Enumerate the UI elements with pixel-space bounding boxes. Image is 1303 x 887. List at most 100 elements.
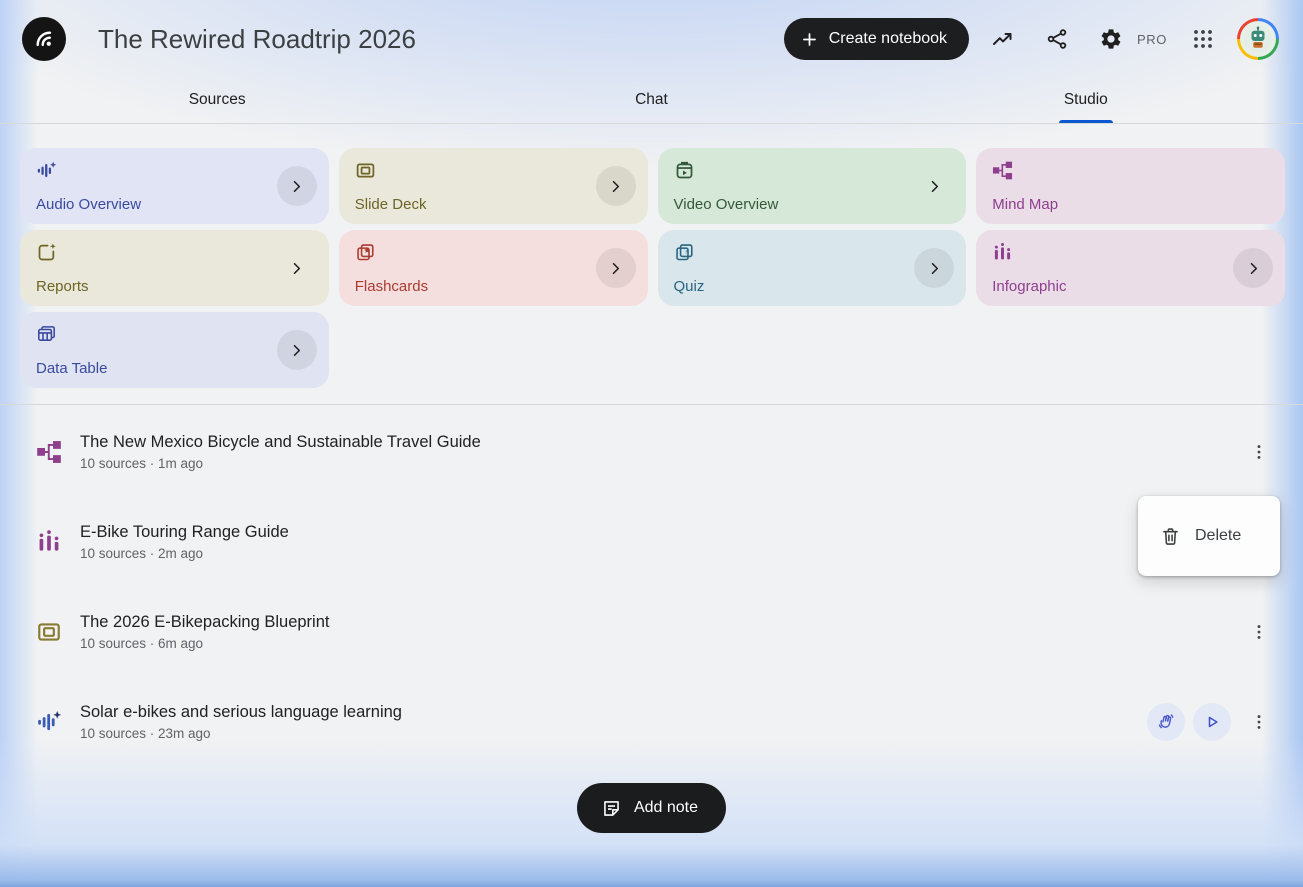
card-quiz[interactable]: ? Quiz bbox=[657, 230, 967, 306]
dots-vertical-icon bbox=[1257, 445, 1261, 459]
slide-deck-icon bbox=[355, 160, 632, 181]
item-title: The New Mexico Bicycle and Sustainable T… bbox=[80, 433, 481, 451]
logo-wave-icon bbox=[36, 31, 52, 47]
settings-button[interactable] bbox=[1091, 19, 1131, 59]
tab-sources[interactable]: Sources bbox=[0, 76, 434, 123]
more-options-button[interactable] bbox=[1239, 702, 1279, 742]
add-note-label: Add note bbox=[633, 799, 699, 816]
data-table-icon bbox=[36, 324, 313, 345]
share-button[interactable] bbox=[1037, 19, 1077, 59]
chevron-right-icon[interactable] bbox=[595, 166, 636, 206]
tab-sources-label: Sources bbox=[188, 90, 246, 108]
card-label: Infographic bbox=[992, 278, 1067, 295]
card-label: Flashcards bbox=[354, 278, 429, 295]
analytics-button[interactable] bbox=[983, 19, 1023, 59]
card-label: Reports bbox=[36, 278, 89, 295]
pro-badge: PRO bbox=[1137, 31, 1167, 47]
list-item[interactable]: The 2026 E-Bikepacking Blueprint 10 sour… bbox=[0, 587, 1303, 677]
audio-waveform-sparkle-icon bbox=[36, 709, 62, 735]
tab-studio-label: Studio bbox=[1063, 90, 1108, 108]
add-note-container: Add note bbox=[0, 783, 1303, 833]
add-note-button[interactable]: Add note bbox=[576, 783, 727, 833]
create-notebook-label: Create notebook bbox=[828, 30, 948, 47]
audio-waveform-sparkle-icon bbox=[36, 160, 313, 181]
chevron-right-icon[interactable] bbox=[914, 166, 954, 206]
account-avatar[interactable] bbox=[1237, 18, 1279, 60]
apps-grid-icon bbox=[1194, 30, 1212, 48]
robot-avatar-icon bbox=[1244, 25, 1272, 53]
card-slide-deck[interactable]: Slide Deck bbox=[338, 148, 648, 224]
plus-icon bbox=[802, 32, 816, 46]
artifact-list: The New Mexico Bicycle and Sustainable T… bbox=[0, 405, 1303, 767]
chevron-right-icon[interactable] bbox=[1233, 248, 1273, 288]
card-label: Data Table bbox=[36, 360, 108, 377]
more-options-button[interactable] bbox=[1239, 432, 1279, 472]
card-data-table[interactable]: Data Table bbox=[20, 312, 329, 388]
item-title: E-Bike Touring Range Guide bbox=[80, 523, 289, 541]
item-meta: 10 sources · 6m ago bbox=[80, 636, 204, 651]
item-text: E-Bike Touring Range Guide 10 sources · … bbox=[80, 523, 1239, 561]
item-title: The 2026 E-Bikepacking Blueprint bbox=[80, 613, 330, 631]
svg-text:?: ? bbox=[683, 246, 688, 256]
item-meta: 10 sources · 1m ago bbox=[80, 456, 204, 471]
share-icon bbox=[1047, 29, 1067, 49]
card-label: Quiz bbox=[673, 278, 705, 295]
card-label: Mind Map bbox=[992, 196, 1059, 213]
more-options-button[interactable] bbox=[1239, 612, 1279, 652]
list-item[interactable]: Solar e-bikes and serious language learn… bbox=[0, 677, 1303, 767]
play-audio-button[interactable] bbox=[1193, 703, 1231, 741]
mind-map-icon bbox=[992, 160, 1269, 181]
item-text: The 2026 E-Bikepacking Blueprint 10 sour… bbox=[80, 613, 1239, 651]
item-actions bbox=[1239, 432, 1279, 472]
card-infographic[interactable]: Infographic bbox=[976, 230, 1285, 306]
quiz-cards-icon: ? bbox=[674, 242, 951, 263]
gear-icon bbox=[1101, 29, 1121, 49]
flashcards-star-icon bbox=[355, 242, 632, 263]
item-meta: 10 sources · 23m ago bbox=[80, 726, 211, 741]
chevron-right-icon[interactable] bbox=[277, 248, 317, 288]
card-video-overview[interactable]: Video Overview bbox=[657, 148, 967, 224]
notebooklm-logo[interactable] bbox=[22, 17, 66, 61]
delete-menu-label: Delete bbox=[1195, 527, 1242, 544]
header-actions: Create notebook PRO bbox=[783, 18, 1279, 60]
trash-icon bbox=[1163, 527, 1178, 545]
tab-studio[interactable]: Studio bbox=[869, 76, 1303, 123]
dots-vertical-icon bbox=[1257, 625, 1261, 639]
chevron-right-icon[interactable] bbox=[595, 248, 636, 288]
card-audio-overview[interactable]: Audio Overview bbox=[20, 148, 329, 224]
chevron-right-icon[interactable] bbox=[914, 248, 955, 288]
chevron-right-icon[interactable] bbox=[276, 330, 317, 370]
avatar-image bbox=[1240, 21, 1276, 57]
google-apps-button[interactable] bbox=[1183, 19, 1223, 59]
infographic-bars-icon bbox=[992, 242, 1269, 263]
card-flashcards[interactable]: Flashcards bbox=[338, 230, 648, 306]
active-tab-underline bbox=[1058, 120, 1113, 123]
context-menu: Delete bbox=[1138, 496, 1280, 576]
create-notebook-button[interactable]: Create notebook bbox=[783, 18, 970, 60]
chevron-right-icon[interactable] bbox=[276, 166, 317, 206]
play-icon bbox=[1208, 716, 1218, 728]
tab-chat[interactable]: Chat bbox=[434, 76, 868, 123]
delete-menu-item[interactable]: Delete bbox=[1138, 504, 1280, 568]
notebook-title[interactable]: The Rewired Roadtrip 2026 bbox=[98, 23, 416, 54]
mind-map-icon bbox=[36, 439, 62, 465]
card-label: Audio Overview bbox=[36, 196, 142, 213]
waving-hand-icon bbox=[1158, 714, 1174, 729]
card-label: Slide Deck bbox=[354, 196, 427, 213]
interactive-mode-button[interactable] bbox=[1147, 703, 1185, 741]
dots-vertical-icon bbox=[1257, 715, 1261, 729]
item-meta: 10 sources · 2m ago bbox=[80, 546, 204, 561]
card-mind-map[interactable]: Mind Map bbox=[976, 148, 1285, 224]
list-item[interactable]: The New Mexico Bicycle and Sustainable T… bbox=[0, 407, 1303, 497]
card-reports[interactable]: Reports bbox=[20, 230, 329, 306]
tab-chat-label: Chat bbox=[635, 90, 668, 108]
video-overview-icon bbox=[674, 160, 951, 181]
section-divider bbox=[0, 404, 1303, 405]
item-text: Solar e-bikes and serious language learn… bbox=[80, 703, 1147, 741]
item-title: Solar e-bikes and serious language learn… bbox=[80, 703, 402, 721]
studio-card-grid: Audio Overview Slide Deck bbox=[0, 124, 1303, 388]
list-item[interactable]: E-Bike Touring Range Guide 10 sources · … bbox=[0, 497, 1303, 587]
infographic-bars-icon bbox=[36, 529, 62, 555]
header: The Rewired Roadtrip 2026 Create noteboo… bbox=[0, 0, 1303, 68]
